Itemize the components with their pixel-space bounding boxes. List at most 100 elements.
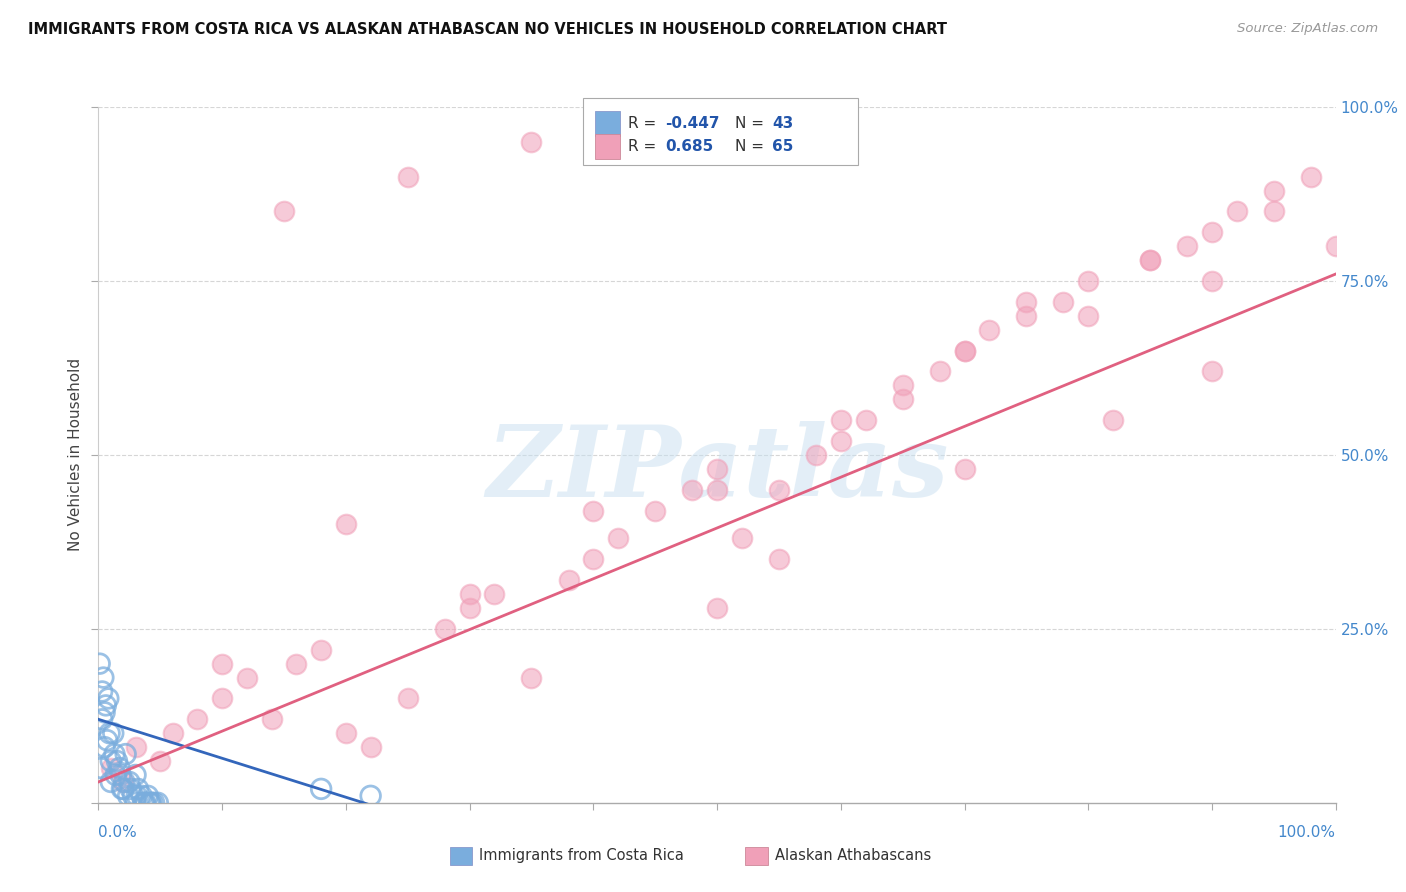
Point: [1139, 253, 1161, 268]
Point: [132, 796, 155, 810]
Text: ZIPatlas: ZIPatlas: [486, 421, 948, 517]
Point: [1201, 364, 1223, 378]
Point: [804, 448, 827, 462]
Text: Source: ZipAtlas.com: Source: ZipAtlas.com: [1237, 22, 1378, 36]
Point: [103, 747, 125, 761]
Point: [360, 789, 382, 803]
Point: [134, 796, 156, 810]
Point: [112, 775, 135, 789]
Point: [1299, 169, 1322, 184]
Point: [131, 789, 153, 803]
Point: [162, 726, 184, 740]
Point: [706, 601, 728, 615]
Point: [706, 462, 728, 476]
Point: [979, 323, 1001, 337]
Point: [94, 698, 117, 713]
Point: [97, 691, 120, 706]
Point: [211, 691, 233, 706]
Point: [681, 483, 703, 497]
Text: R =: R =: [628, 116, 662, 131]
Point: [1052, 294, 1074, 309]
Point: [93, 706, 115, 720]
Point: [96, 733, 118, 747]
Point: [458, 587, 481, 601]
Point: [90, 761, 112, 775]
Text: R =: R =: [628, 139, 662, 153]
Point: [122, 789, 145, 803]
Point: [1077, 309, 1099, 323]
Point: [396, 169, 419, 184]
Point: [953, 343, 976, 358]
Point: [100, 754, 122, 768]
Point: [114, 747, 136, 761]
Text: -0.447: -0.447: [665, 116, 720, 131]
Point: [1201, 225, 1223, 239]
Point: [928, 364, 950, 378]
Point: [103, 726, 125, 740]
Point: [953, 462, 976, 476]
Point: [706, 483, 728, 497]
Point: [139, 796, 162, 810]
Point: [260, 712, 283, 726]
Point: [105, 754, 128, 768]
Point: [433, 622, 456, 636]
Point: [335, 517, 357, 532]
Point: [134, 796, 156, 810]
Point: [891, 392, 914, 407]
Point: [1077, 274, 1099, 288]
Point: [1263, 184, 1285, 198]
Point: [285, 657, 308, 671]
Point: [1015, 309, 1038, 323]
Point: [1175, 239, 1198, 253]
Point: [146, 796, 169, 810]
Point: [1102, 413, 1125, 427]
Point: [1263, 204, 1285, 219]
Point: [91, 712, 114, 726]
Point: [141, 796, 163, 810]
Text: 65: 65: [772, 139, 793, 153]
Point: [768, 483, 790, 497]
Text: N =: N =: [735, 139, 769, 153]
Point: [520, 671, 543, 685]
Point: [100, 761, 122, 775]
Point: [211, 657, 233, 671]
Text: Alaskan Athabascans: Alaskan Athabascans: [775, 848, 931, 863]
Point: [520, 135, 543, 149]
Point: [120, 781, 142, 796]
Point: [557, 573, 579, 587]
Point: [768, 552, 790, 566]
Text: N =: N =: [735, 116, 769, 131]
Point: [953, 343, 976, 358]
Point: [149, 754, 172, 768]
Point: [309, 642, 332, 657]
Point: [582, 552, 605, 566]
Point: [1226, 204, 1249, 219]
Point: [360, 740, 382, 755]
Point: [108, 761, 131, 775]
Point: [112, 775, 135, 789]
Point: [396, 691, 419, 706]
Point: [93, 671, 115, 685]
Point: [98, 726, 121, 740]
Point: [273, 204, 295, 219]
Point: [607, 532, 630, 546]
Point: [1015, 294, 1038, 309]
Point: [644, 503, 666, 517]
Text: 0.0%: 0.0%: [98, 825, 138, 840]
Point: [731, 532, 754, 546]
Point: [236, 671, 259, 685]
Point: [111, 781, 134, 796]
Y-axis label: No Vehicles in Household: No Vehicles in Household: [67, 359, 83, 551]
Point: [830, 413, 852, 427]
Point: [830, 434, 852, 448]
Text: IMMIGRANTS FROM COSTA RICA VS ALASKAN ATHABASCAN NO VEHICLES IN HOUSEHOLD CORREL: IMMIGRANTS FROM COSTA RICA VS ALASKAN AT…: [28, 22, 948, 37]
Point: [138, 796, 160, 810]
Point: [117, 789, 139, 803]
Point: [89, 657, 111, 671]
Point: [186, 712, 208, 726]
Point: [93, 740, 115, 755]
Point: [1324, 239, 1347, 253]
Text: Immigrants from Costa Rica: Immigrants from Costa Rica: [479, 848, 685, 863]
Point: [582, 503, 605, 517]
Point: [1201, 274, 1223, 288]
